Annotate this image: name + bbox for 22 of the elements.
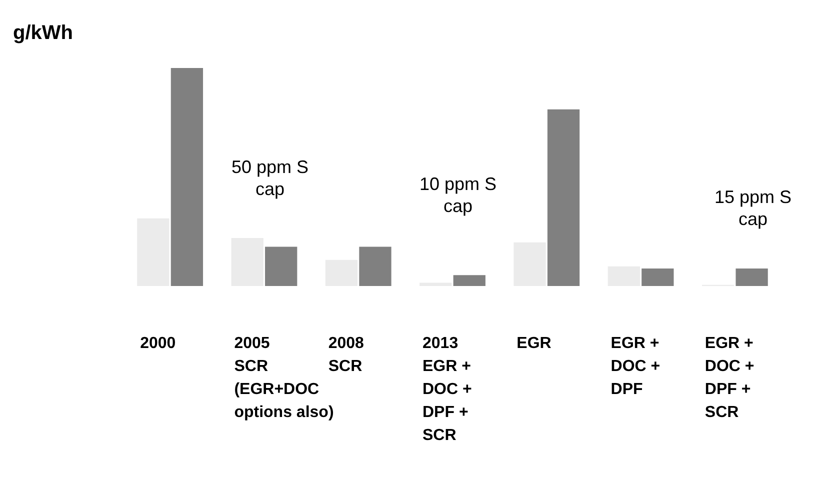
x-tick-label: 2008 SCR <box>328 335 364 375</box>
bar <box>736 268 768 286</box>
annotation: 10 ppm S cap <box>419 174 497 216</box>
bar <box>231 238 264 286</box>
x-tick-label: 2013 EGR + DOC + DPF + SCR <box>422 335 472 444</box>
bar <box>642 268 674 286</box>
x-tick-label: EGR + DOC + DPF <box>610 335 660 398</box>
y-axis-title: g/kWh <box>13 22 73 44</box>
bar <box>547 109 580 286</box>
x-tick-label: 2000 <box>140 335 176 352</box>
bar <box>608 266 640 286</box>
bar <box>453 275 486 286</box>
annotation: 50 ppm S cap <box>231 157 309 199</box>
bar <box>170 68 204 286</box>
x-tick-label: EGR <box>516 335 552 352</box>
bar <box>359 246 392 286</box>
x-tick-label: EGR + DOC + DPF + SCR <box>704 335 754 421</box>
bar <box>137 218 170 286</box>
bar <box>325 260 358 286</box>
bar <box>514 242 546 286</box>
bar <box>265 246 298 286</box>
annotation: 15 ppm S cap <box>714 187 792 229</box>
